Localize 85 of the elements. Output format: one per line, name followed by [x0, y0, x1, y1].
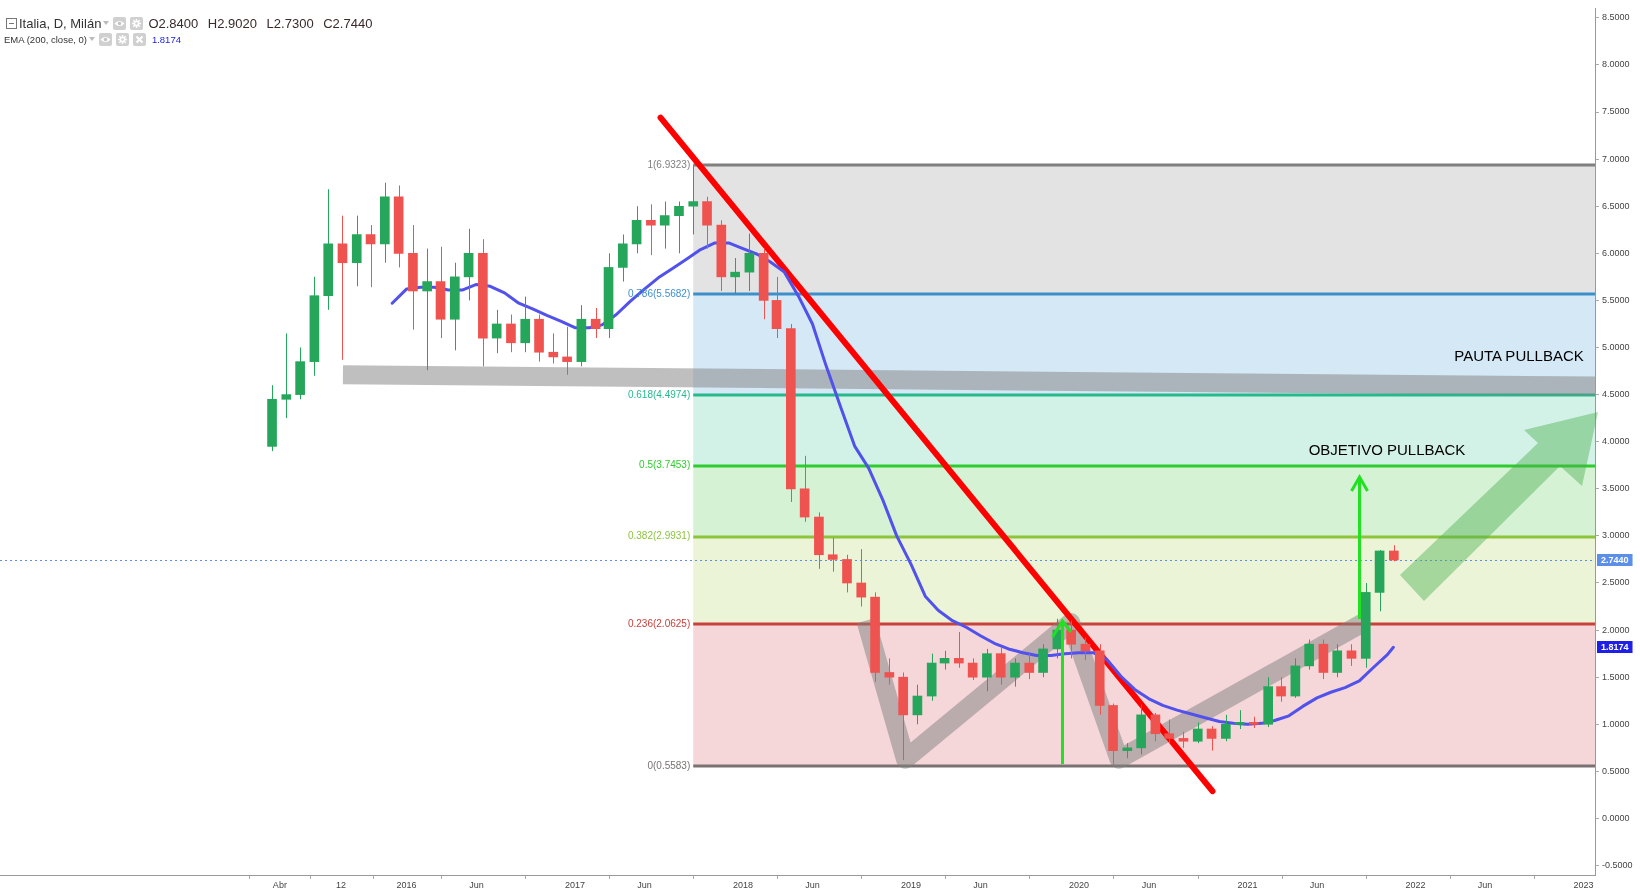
ref-line-label: 0(0.5583): [647, 759, 691, 771]
annotation: OBJETIVO PULLBACK: [1308, 441, 1466, 459]
x-tick-label: Jun: [1477, 879, 1493, 890]
y-tick-label: 8.5000: [1602, 12, 1630, 23]
x-tick-label: Jun: [1309, 879, 1325, 890]
x-tick-label: 2023: [1573, 879, 1594, 890]
candlestick: [744, 233, 755, 292]
y-tick-label: 6.0000: [1602, 247, 1630, 258]
annotation: 1.8174: [151, 33, 181, 45]
x-tick-label: Jun: [637, 879, 652, 890]
x-tick-label: 12: [336, 879, 347, 890]
y-tick-label: 3.0000: [1602, 530, 1630, 541]
x-tick-label: 2016: [396, 879, 417, 890]
y-tick-label: 8.0000: [1602, 59, 1630, 70]
x-tick-label: 2018: [732, 879, 753, 890]
text: O2.8400 H2.9020 L2.7300 C2.7440: [148, 15, 373, 31]
candlestick: [1346, 643, 1357, 667]
candlestick: [1332, 643, 1343, 678]
candlestick: [1276, 676, 1286, 703]
candlestick: [967, 657, 978, 681]
ref-line-label: 1(6.9323): [647, 159, 691, 171]
y-tick-label: 6.5000: [1602, 200, 1630, 211]
candlestick: [659, 201, 670, 250]
candlestick: [1150, 712, 1161, 742]
candlestick: [688, 164, 699, 235]
x-tick-label: Jun: [973, 879, 988, 890]
candlestick: [590, 307, 601, 339]
candlestick: [1192, 721, 1203, 744]
candlestick: [562, 326, 572, 376]
x-tick-label: 2022: [1405, 879, 1426, 890]
x-tick-label: Abr: [272, 879, 287, 890]
x-tick-label: Jun: [1141, 879, 1157, 890]
candlestick: [730, 257, 740, 295]
y-tick-label: 2.5000: [1602, 577, 1630, 588]
candlestick: [954, 631, 964, 669]
candlestick: [1304, 639, 1314, 671]
candlestick: [646, 203, 656, 256]
y-tick-label: -0.5000: [1602, 860, 1633, 871]
ref-line-label: 0.382(2.9931): [627, 530, 691, 542]
x-tick-label: 2019: [900, 879, 921, 890]
candlestick: [1080, 637, 1091, 661]
ref-line-label: 0.5(3.7453): [639, 459, 691, 471]
y-tick-label: 4.5000: [1602, 389, 1630, 400]
candlestick: [1206, 725, 1217, 752]
annotation: PAUTA PULLBACK: [1454, 347, 1584, 365]
candlestick: [506, 314, 516, 353]
candlestick: [1234, 709, 1245, 730]
candlestick: [1010, 657, 1020, 688]
candlestick: [856, 548, 867, 608]
ref-line-label: 2.7440: [1601, 554, 1629, 565]
candlestick: [884, 657, 895, 686]
y-tick-label: 2.0000: [1602, 624, 1630, 635]
y-tick-label: 1.5000: [1602, 671, 1630, 682]
candlestick: [1164, 719, 1175, 744]
x-tick-label: Jun: [805, 879, 820, 890]
y-tick-label: 7.5000: [1602, 106, 1630, 117]
candlestick: [1024, 653, 1035, 680]
y-tick-label: 1.0000: [1602, 718, 1630, 729]
y-tick-label: 5.5000: [1602, 294, 1630, 305]
y-tick-label: 3.5000: [1602, 483, 1630, 494]
candlestick: [674, 201, 684, 254]
text: 1.8174: [1601, 642, 1629, 653]
y-tick-label: 0.5000: [1602, 765, 1630, 776]
candlestick: [491, 309, 502, 354]
candlestick: [1220, 714, 1231, 742]
ref-line-label: 0.618(4.4974): [627, 388, 691, 400]
text: Italia, D, Milán: [19, 15, 102, 31]
candlestick: [365, 224, 376, 288]
candlestick: [422, 248, 433, 371]
candlestick: [548, 332, 559, 365]
y-tick-label: 7.0000: [1602, 153, 1630, 164]
candlestick: [1066, 620, 1076, 659]
candlestick: [912, 684, 923, 725]
ref-line-label: 0.236(2.0625): [627, 617, 691, 629]
annotation: EMA (200, close, 0): [4, 33, 87, 45]
candlestick: [337, 215, 348, 361]
x-tick-label: Jun: [469, 879, 484, 890]
candlestick: [281, 332, 292, 419]
y-tick-label: 5.0000: [1602, 341, 1630, 352]
x-tick-label: 2017: [564, 879, 585, 890]
x-tick-label: 2020: [1068, 879, 1089, 890]
y-tick-label: 0.0000: [1602, 812, 1630, 823]
candlestick: [827, 537, 838, 573]
x-tick-label: 2021: [1237, 879, 1258, 890]
y-tick-label: 4.0000: [1602, 436, 1630, 447]
